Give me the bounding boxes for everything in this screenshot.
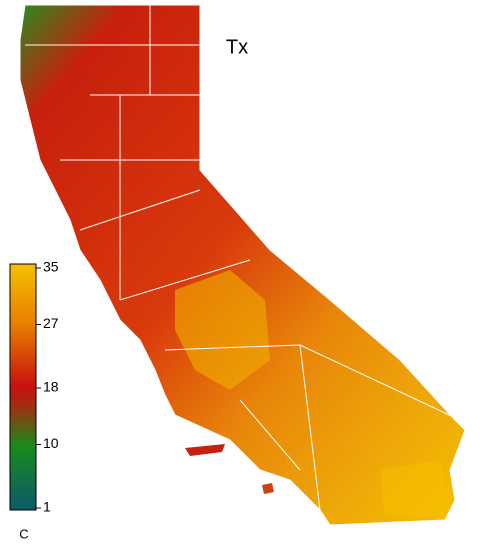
island: [262, 483, 274, 494]
map-title: Tx: [226, 36, 248, 58]
colorbar-ticks: 1 10 18 27 35: [36, 259, 59, 515]
colorbar-label: C: [19, 526, 28, 541]
colorbar-tick-label: 1: [43, 499, 51, 515]
colorbar-tick-label: 10: [43, 435, 59, 451]
county-lines: [25, 5, 461, 511]
colorbar-tick-label: 35: [43, 259, 59, 275]
central-valley-hotspot: [175, 270, 270, 390]
california-region: [19, 4, 466, 526]
desert-hotspot: [380, 460, 450, 515]
colorbar: [9, 263, 37, 511]
colorbar-tick-label: 27: [43, 315, 59, 331]
colorbar-tick-label: 18: [43, 379, 59, 395]
island: [185, 444, 225, 456]
